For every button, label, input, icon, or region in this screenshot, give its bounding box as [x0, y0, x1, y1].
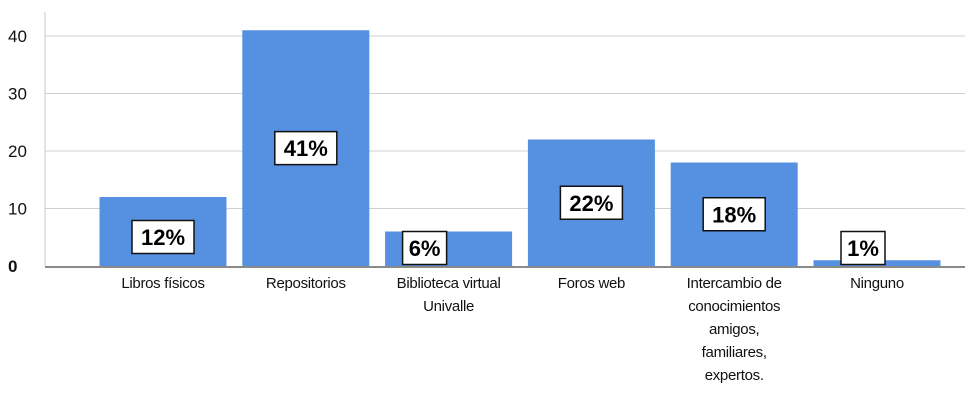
data-label-text: 22% [569, 191, 613, 216]
data-label: 12% [131, 219, 195, 255]
y-tick-label: 30 [8, 85, 27, 104]
y-tick-label: 20 [8, 142, 27, 161]
data-label-box [840, 230, 886, 266]
category-label: Repositorios [266, 275, 346, 292]
data-label-box [274, 130, 338, 166]
data-label-text: 41% [284, 136, 328, 161]
category-label: Biblioteca virtual [397, 275, 501, 292]
data-label: 41% [274, 130, 338, 166]
category-label: Intercambio de [687, 275, 782, 292]
data-label-box [131, 219, 195, 255]
data-label-box [401, 230, 448, 266]
data-label: 22% [559, 185, 624, 220]
data-label-text: 18% [712, 202, 756, 227]
bars [99, 30, 941, 266]
category-label: familiares, [702, 344, 767, 361]
data-label: 6% [401, 230, 448, 266]
category-label: Ninguno [850, 275, 904, 292]
category-label: Libros físicos [121, 275, 204, 292]
y-tick-label: 10 [8, 200, 27, 219]
data-label-text: 12% [141, 225, 185, 250]
category-label: amigos, [709, 321, 759, 338]
data-label-box [559, 185, 624, 220]
category-label: expertos. [705, 367, 764, 384]
category-labels: Libros físicos Repositorios Biblioteca vir… [121, 275, 904, 384]
category-label: conocimientos [688, 298, 780, 315]
y-tick-label: 40 [8, 27, 27, 46]
data-label-text: 6% [409, 236, 441, 261]
y-axis-ticks: 0 10 20 30 40 [8, 27, 27, 276]
data-labels: 12% 41% 6% 22% 18% 1% [131, 130, 886, 266]
data-label-text: 1% [847, 236, 879, 261]
data-label: 1% [840, 230, 886, 266]
data-label: 18% [702, 197, 766, 232]
category-label: Univalle [423, 298, 474, 315]
category-label: Foros web [558, 275, 625, 292]
data-label-box [702, 197, 766, 232]
y-tick-label: 0 [8, 257, 17, 276]
